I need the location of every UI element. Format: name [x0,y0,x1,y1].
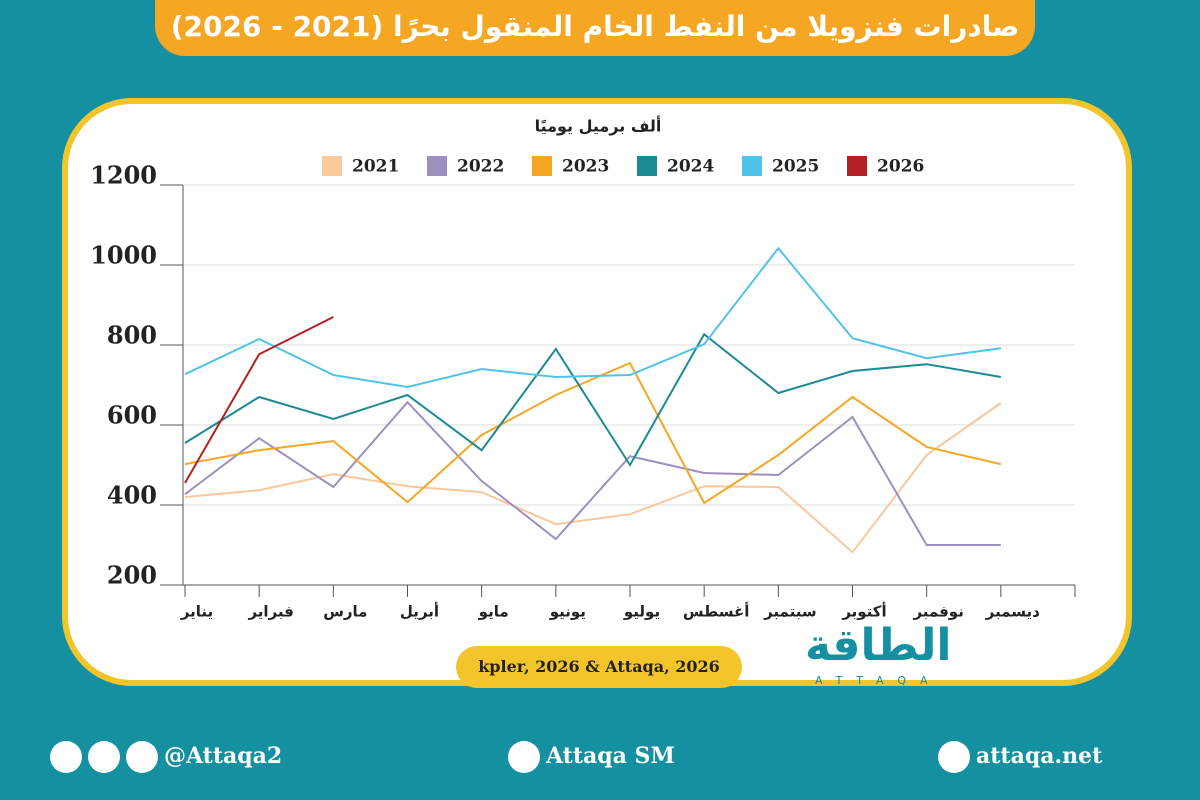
legend-label: 2023 [562,157,609,177]
legend-swatch [847,156,867,176]
x-tick-label: نوفمبر [912,603,963,621]
x-tick-label: يونيو [549,603,586,621]
logo-en: ATTAQA [815,674,942,687]
legend-label: 2022 [457,157,504,177]
chart-panel [62,98,1132,686]
legend-swatch [427,156,447,176]
icon [126,741,158,773]
x-tick-label: سبتمبر [763,603,817,621]
series-line [184,332,1002,467]
icon [938,741,970,773]
x-tick-label: مايو [478,603,509,621]
icon [508,741,540,773]
series-line [184,246,1001,389]
legend-swatch [532,156,552,176]
logo: الطاقة [805,620,952,671]
legend-label: 2021 [352,157,399,177]
icon [88,741,120,773]
series-line [184,316,334,484]
x-tick-label: أكتوبر [841,602,886,621]
x-tick-label: أبريل [400,602,439,621]
footer-site: attaqa.net [938,738,1102,774]
y-tick-label: 1200 [90,161,157,190]
x-tick-label: ديسمبر [985,603,1040,621]
y-axis-title: ألف برميل يوميًا [535,116,662,136]
footer-youtube: Attaqa SM [508,738,675,774]
y-tick-label: 600 [107,401,157,430]
legend-swatch [742,156,762,176]
social-handle: @Attaqa2 [164,743,283,769]
site: attaqa.net [976,743,1103,769]
legend-swatch [637,156,657,176]
title-banner: صادرات فنزويلا من النفط الخام المنقول بح… [155,0,1035,56]
source: kpler, 2026 & Attaqa, 2026 [456,646,742,688]
y-tick-label: 200 [107,561,157,590]
legend-label: 2025 [772,157,819,177]
youtube-handle: Attaqa SM [546,743,675,769]
y-tick-label: 1000 [90,241,157,270]
legend-swatch [322,156,342,176]
x-tick-label: فبراير [247,603,293,621]
icon [50,741,82,773]
legend-label: 2024 [667,157,714,177]
series-line [184,402,1002,554]
x-tick-label: أغسطس [683,602,749,621]
x-tick-label: يوليو [623,603,660,621]
footer-social: @Attaqa2 [50,738,282,774]
series-line [184,361,1002,505]
y-tick-label: 800 [107,321,157,350]
y-tick-label: 400 [107,481,157,510]
series-line [184,400,1001,546]
x-tick-label: مارس [323,603,367,621]
legend-label: 2026 [877,157,924,177]
x-tick-label: يناير [180,603,213,621]
